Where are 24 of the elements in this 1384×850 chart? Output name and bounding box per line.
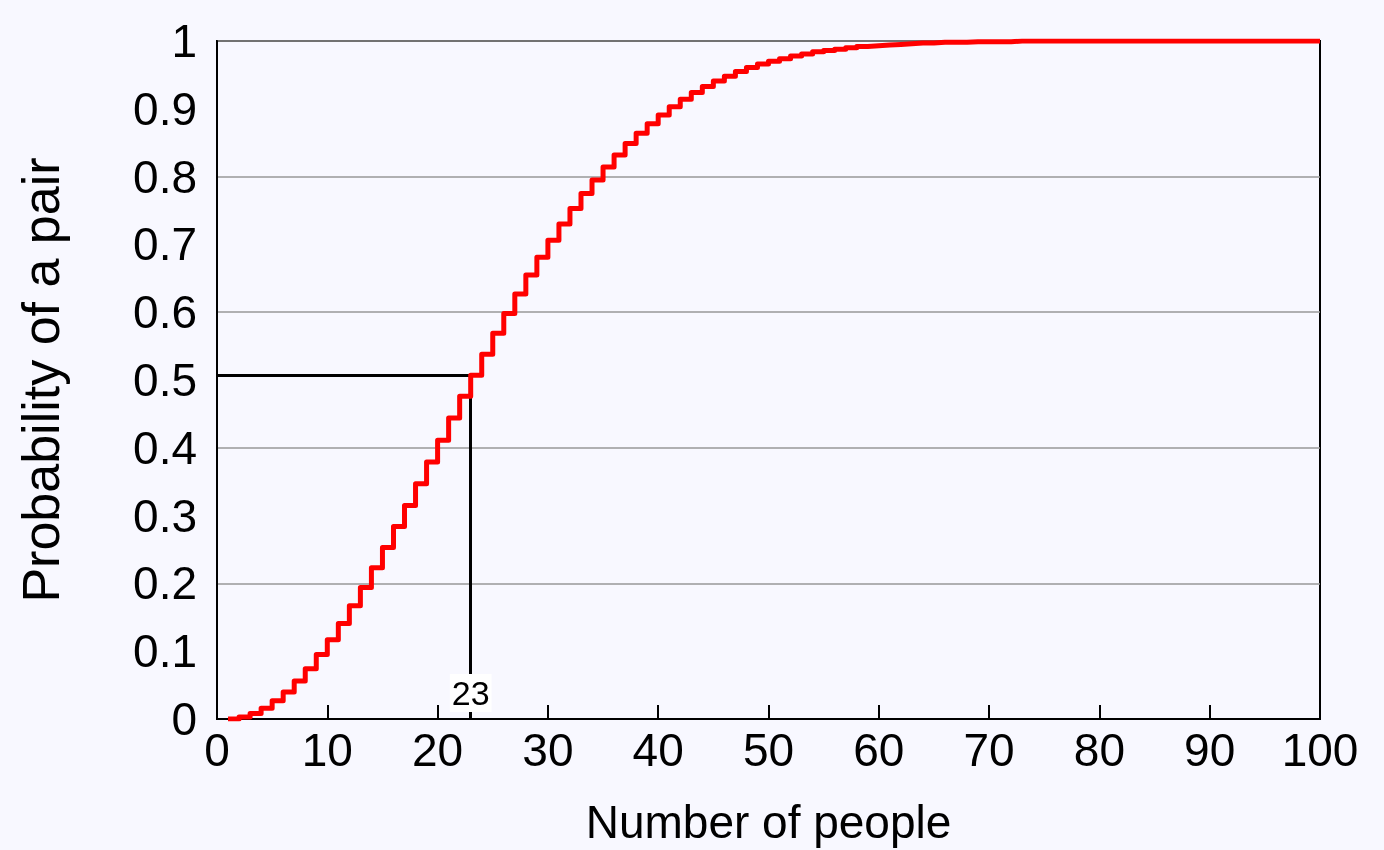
y-tick-label: 0.8 — [133, 150, 197, 203]
x-tick-label: 20 — [412, 724, 464, 776]
y-tick-label: 0.1 — [133, 625, 197, 678]
y-axis-title: Probability of a pair — [12, 157, 70, 603]
y-tick-label: 0.3 — [133, 489, 197, 542]
x-tick-label: 100 — [1281, 724, 1359, 776]
y-tick-label: 0.5 — [133, 354, 197, 406]
x-tick-label: 60 — [853, 724, 905, 776]
x-tick-label: 0 — [204, 724, 230, 776]
y-tick-label: 0.6 — [133, 286, 197, 339]
x-tick-label: 40 — [632, 724, 684, 776]
y-tick-label: 0.9 — [133, 82, 197, 135]
y-tick-label: 1 — [171, 15, 197, 67]
ref-line-label: 23 — [451, 674, 490, 712]
x-tick-label: 80 — [1073, 724, 1125, 776]
x-axis-title: Number of people — [585, 796, 952, 848]
x-tick-label: 50 — [742, 724, 795, 776]
x-tick-label: 10 — [301, 724, 353, 776]
x-tick-label: 30 — [522, 724, 574, 776]
x-tick-label: 90 — [1184, 724, 1236, 776]
y-tick-label: 0.2 — [133, 557, 197, 610]
y-tick-label: 0.4 — [133, 421, 197, 474]
x-tick-label: 70 — [963, 724, 1015, 776]
y-tick-label: 0.7 — [133, 218, 197, 271]
